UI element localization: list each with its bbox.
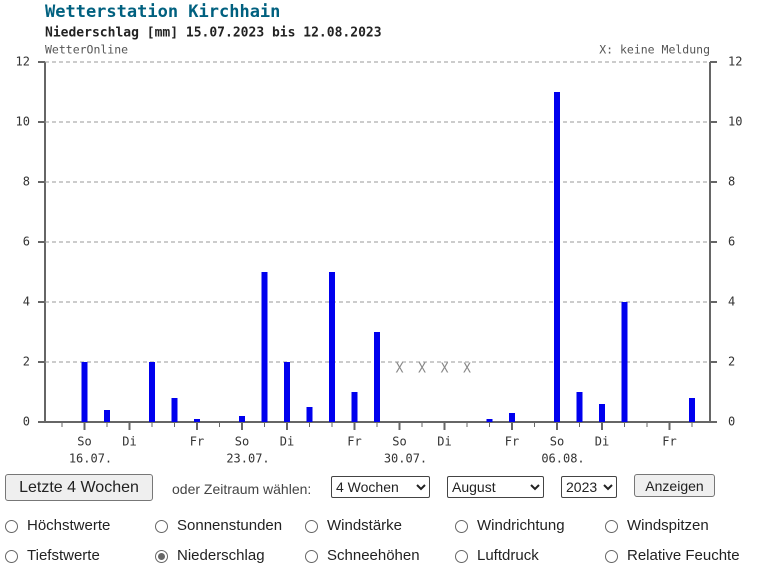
month-select[interactable]: August: [447, 476, 544, 498]
x-tick-label: Di: [280, 435, 294, 449]
bar: [306, 407, 313, 422]
bar: [194, 419, 200, 422]
bar: [374, 332, 380, 422]
radio-label[interactable]: Windstärke: [327, 517, 403, 534]
x-tick-label: So: [77, 435, 91, 449]
radio-label[interactable]: Niederschlag: [177, 547, 265, 564]
y-tick-label: 4: [23, 295, 30, 309]
x-tick-label: Fr: [190, 435, 204, 449]
radio[interactable]: [605, 550, 618, 563]
x-tick-label: Fr: [347, 435, 361, 449]
y2-tick-label: 0: [728, 415, 735, 429]
radio[interactable]: [305, 550, 318, 563]
radio-label[interactable]: Relative Feuchte: [627, 547, 740, 564]
bar: [576, 392, 583, 422]
duration-select[interactable]: 4 Wochen: [331, 476, 430, 498]
x-date-label: 30.07.: [384, 452, 427, 466]
x-tick-label: Fr: [662, 435, 676, 449]
x-tick-label: So: [235, 435, 249, 449]
bar: [284, 362, 290, 422]
missing-marker: X: [396, 362, 404, 377]
recent-button[interactable]: Letzte 4 Wochen: [5, 474, 153, 501]
y-tick-label: 2: [23, 355, 30, 369]
x-tick-label: Di: [437, 435, 451, 449]
bar: [554, 92, 560, 422]
bar: [81, 362, 88, 422]
radio[interactable]: [5, 520, 18, 533]
x-tick-label: Di: [595, 435, 609, 449]
y-tick-label: 12: [16, 55, 30, 69]
radio[interactable]: [455, 550, 468, 563]
bar: [509, 413, 515, 422]
y2-tick-label: 4: [728, 295, 735, 309]
y2-tick-label: 8: [728, 175, 735, 189]
radio-label[interactable]: Höchstwerte: [27, 517, 111, 534]
radio[interactable]: [155, 520, 168, 533]
y-tick-label: 6: [23, 235, 30, 249]
x-tick-label: So: [550, 435, 564, 449]
source: WetterOnline: [45, 43, 128, 57]
chart-title: Wetterstation Kirchhain: [45, 2, 280, 22]
bar: [689, 398, 695, 422]
radio[interactable]: [155, 550, 168, 563]
bar: [351, 392, 358, 422]
chart-subtitle: Niederschlag [mm] 15.07.2023 bis 12.08.2…: [45, 26, 382, 41]
radio-label[interactable]: Tiefstwerte: [27, 547, 100, 564]
y2-tick-label: 10: [728, 115, 742, 129]
x-tick-label: So: [392, 435, 406, 449]
radio-label[interactable]: Schneehöhen: [327, 547, 420, 564]
bar: [104, 410, 110, 422]
bar: [621, 302, 628, 422]
x-date-label: 06.08.: [541, 452, 584, 466]
bar: [261, 272, 268, 422]
radio[interactable]: [455, 520, 468, 533]
y2-tick-label: 6: [728, 235, 735, 249]
missing-marker: X: [463, 362, 471, 377]
radio-label[interactable]: Luftdruck: [477, 547, 539, 564]
x-tick-label: Fr: [505, 435, 519, 449]
bar: [171, 398, 178, 422]
radio-label[interactable]: Windspitzen: [627, 517, 709, 534]
radio-label[interactable]: Windrichtung: [477, 517, 565, 534]
x-date-label: 23.07.: [226, 452, 269, 466]
y2-tick-label: 12: [728, 55, 742, 69]
y-tick-label: 0: [23, 415, 30, 429]
year-select[interactable]: 2023: [561, 476, 617, 498]
y2-tick-label: 2: [728, 355, 735, 369]
bar: [599, 404, 605, 422]
bar: [239, 416, 245, 422]
radio-label[interactable]: Sonnenstunden: [177, 517, 283, 534]
x-date-label: 16.07.: [69, 452, 112, 466]
show-button[interactable]: Anzeigen: [634, 474, 715, 497]
bar: [486, 419, 493, 422]
radio[interactable]: [305, 520, 318, 533]
x-tick-label: Di: [122, 435, 136, 449]
missing-marker: X: [441, 362, 449, 377]
chart: Wetterstation Kirchhain Niederschlag [mm…: [16, 2, 743, 466]
radio[interactable]: [5, 550, 18, 563]
bar: [329, 272, 335, 422]
missing-marker: X: [418, 362, 426, 377]
radio[interactable]: [605, 520, 618, 533]
bar: [149, 362, 155, 422]
range-label: oder Zeitraum wählen:: [172, 481, 312, 497]
note: X: keine Meldung: [599, 43, 710, 57]
y-tick-label: 10: [16, 115, 30, 129]
y-tick-label: 8: [23, 175, 30, 189]
